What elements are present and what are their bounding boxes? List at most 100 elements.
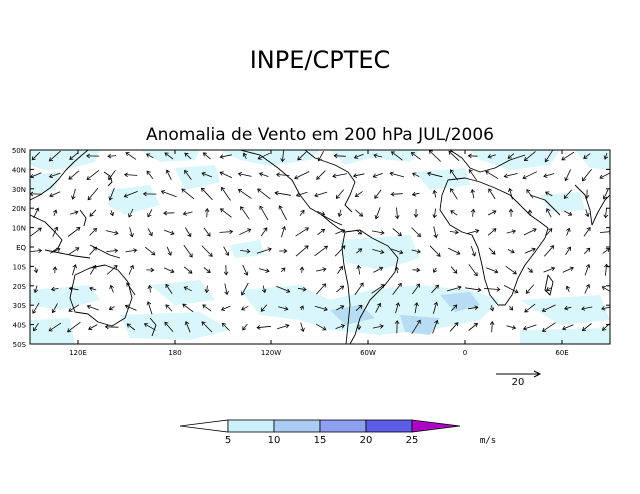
wind-vectors <box>30 150 610 334</box>
wind-vector <box>33 322 39 332</box>
wind-vector <box>86 304 99 311</box>
wind-vector <box>334 245 346 257</box>
wind-vector <box>183 244 193 258</box>
wind-vector <box>164 152 174 160</box>
wind-vector <box>486 267 499 274</box>
wind-vector <box>507 153 515 159</box>
colorbar-segment-20-25 <box>365 419 413 433</box>
wind-vector <box>489 320 495 333</box>
wind-vector <box>411 191 420 197</box>
wind-vector <box>395 302 400 314</box>
map: 50N 40N 30N 20N 10N EQ 10S 20S 30S 40S 5… <box>12 147 611 357</box>
lon-label-0: 0 <box>463 349 467 357</box>
wind-vector <box>488 247 496 255</box>
wind-vector <box>48 172 61 179</box>
wind-vector <box>221 322 230 331</box>
colorbar-segment-10-15 <box>273 419 321 433</box>
lat-label-20s: 20S <box>13 283 27 291</box>
wind-vector <box>470 245 476 257</box>
wind-vector <box>203 267 211 273</box>
lon-label-60w: 60W <box>360 349 376 357</box>
wind-vector <box>281 226 286 238</box>
wind-vector <box>261 285 267 294</box>
wind-vector <box>450 210 458 216</box>
org-title: INPE/CPTEC <box>250 46 391 74</box>
wind-vector <box>33 207 40 219</box>
wind-vector <box>106 230 119 236</box>
lon-label-120e: 120E <box>69 349 87 357</box>
wind-vector <box>89 264 97 275</box>
wind-vector <box>256 325 271 330</box>
wind-vector <box>317 151 324 162</box>
wind-vector <box>279 248 288 254</box>
wind-vector <box>448 247 461 255</box>
wind-vector <box>67 227 81 237</box>
lat-tick: 30N <box>12 186 610 194</box>
wind-vector <box>299 305 304 311</box>
wind-vector <box>294 171 310 180</box>
wind-vector <box>565 246 571 256</box>
wind-vector <box>356 248 363 254</box>
wind-vector <box>258 172 269 177</box>
lat-tick: 40N <box>12 166 610 174</box>
wind-vector <box>565 285 571 292</box>
lon-label-120w: 120W <box>261 349 281 357</box>
wind-vector <box>391 248 404 255</box>
lat-tick: 20S <box>13 283 610 291</box>
wind-vector <box>277 323 290 330</box>
wind-vector <box>297 151 307 161</box>
wind-vector <box>336 305 345 311</box>
wind-vector <box>106 248 119 254</box>
wind-vector <box>237 171 252 177</box>
wind-vector <box>599 172 610 179</box>
colorbar-tick-25: 25 <box>406 435 419 446</box>
wind-vector <box>508 305 514 311</box>
wind-vector <box>394 320 400 334</box>
wind-vector <box>543 266 556 273</box>
wind-vector <box>183 286 192 292</box>
wind-vector <box>450 188 458 200</box>
wind-vector <box>314 191 328 198</box>
wind-vector <box>165 169 172 180</box>
wind-vector <box>524 247 536 254</box>
wind-vector <box>355 304 363 311</box>
wind-vector <box>88 324 98 331</box>
wind-vector <box>52 266 58 274</box>
colorbar-lower-triangle <box>179 419 229 433</box>
wind-vector <box>108 306 115 311</box>
lat-tick: 10S <box>13 263 610 271</box>
wind-vector <box>297 286 307 292</box>
wind-vector <box>584 189 590 199</box>
wind-vector <box>316 267 327 272</box>
latitude-axis: 50N 40N 30N 20N 10N EQ 10S 20S 30S 40S 5… <box>12 147 610 349</box>
wind-vector <box>49 247 61 254</box>
wind-vector <box>451 304 458 312</box>
wind-vector <box>411 227 422 238</box>
wind-vector <box>204 207 210 218</box>
wind-vector <box>219 208 232 218</box>
wind-vector <box>487 154 496 159</box>
wind-vector <box>485 170 499 180</box>
wind-vector <box>468 323 478 331</box>
wind-vector <box>335 324 346 329</box>
wind-vector <box>125 152 137 160</box>
wind-vector <box>183 266 193 274</box>
wind-vector <box>126 323 136 331</box>
wind-vector <box>256 247 272 254</box>
colorbar-upper-triangle <box>411 419 461 433</box>
wind-vector <box>389 171 405 178</box>
wind-vector <box>412 267 421 273</box>
wind-vector <box>448 150 460 161</box>
wind-vector <box>201 187 213 201</box>
reference-vector-label: 20 <box>512 377 525 388</box>
wind-vector <box>165 304 173 312</box>
wind-vector <box>392 282 402 295</box>
wind-vector <box>527 209 533 216</box>
wind-vector <box>564 305 572 311</box>
wind-vector <box>295 245 309 257</box>
wind-vector <box>242 152 248 159</box>
wind-vector <box>123 191 138 198</box>
wind-vector <box>465 287 482 293</box>
wind-vector <box>432 319 439 334</box>
